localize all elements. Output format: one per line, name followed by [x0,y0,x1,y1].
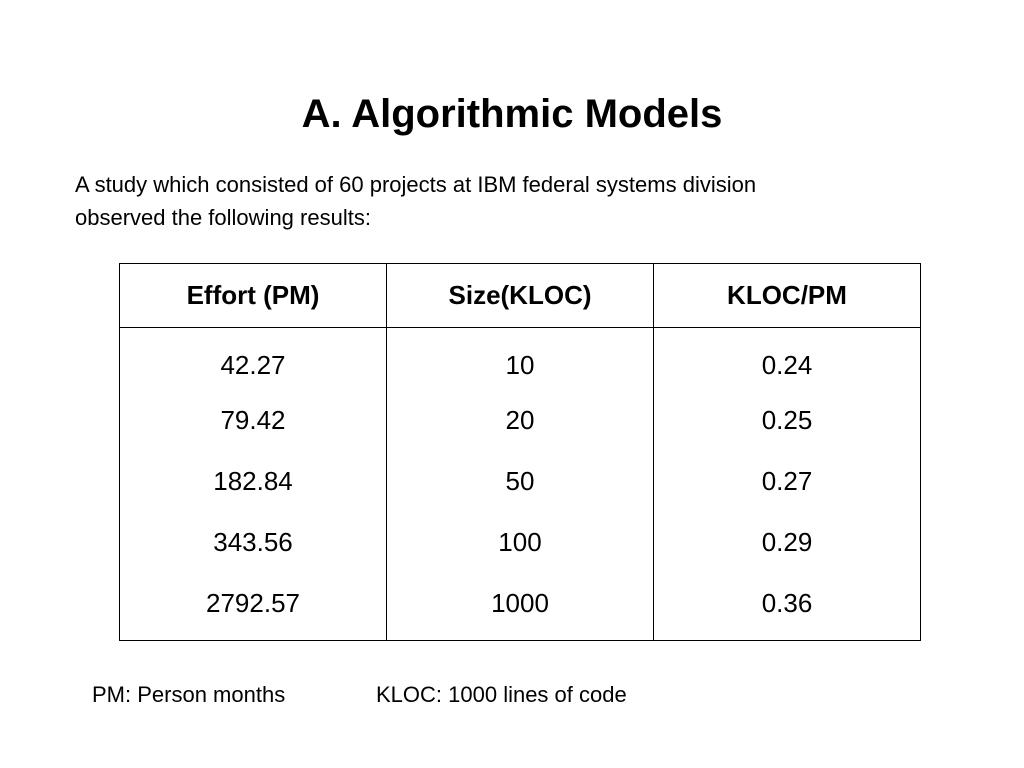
table-header-row: Effort (PM) Size(KLOC) KLOC/PM [119,263,921,328]
table-row: 182.84 50 0.27 [119,451,921,512]
footnotes: PM: Person months KLOC: 1000 lines of cod… [92,680,627,710]
footnote-kloc: KLOC: 1000 lines of code [376,682,627,707]
cell-size: 50 [386,451,654,512]
table-row: 343.56 100 0.29 [119,512,921,573]
slide-title: A. Algorithmic Models [301,92,723,136]
cell-kloc-per-pm: 0.27 [653,451,921,512]
intro-line-1: A study which consisted of 60 projects a… [75,172,757,197]
intro-line-2: observed the following results: [75,205,371,230]
table-row: 79.42 20 0.25 [119,390,921,451]
footnote-pm: PM: Person months [92,682,286,707]
cell-kloc-per-pm: 0.24 [653,327,921,390]
results-table: Effort (PM) Size(KLOC) KLOC/PM 42.27 10 … [119,263,921,641]
cell-effort: 42.27 [119,327,387,390]
cell-kloc-per-pm: 0.25 [653,390,921,451]
cell-kloc-per-pm: 0.29 [653,512,921,573]
cell-effort: 182.84 [119,451,387,512]
cell-size: 100 [386,512,654,573]
intro-text: A study which consisted of 60 projects a… [75,168,935,234]
cell-effort: 2792.57 [119,573,387,641]
cell-effort: 343.56 [119,512,387,573]
header-size: Size(KLOC) [386,263,654,328]
cell-effort: 79.42 [119,390,387,451]
cell-kloc-per-pm: 0.36 [653,573,921,641]
cell-size: 10 [386,327,654,390]
header-effort: Effort (PM) [119,263,387,328]
table-row: 2792.57 1000 0.36 [119,573,921,641]
table-row: 42.27 10 0.24 [119,327,921,390]
cell-size: 20 [386,390,654,451]
cell-size: 1000 [386,573,654,641]
header-kloc-per-pm: KLOC/PM [653,263,921,328]
